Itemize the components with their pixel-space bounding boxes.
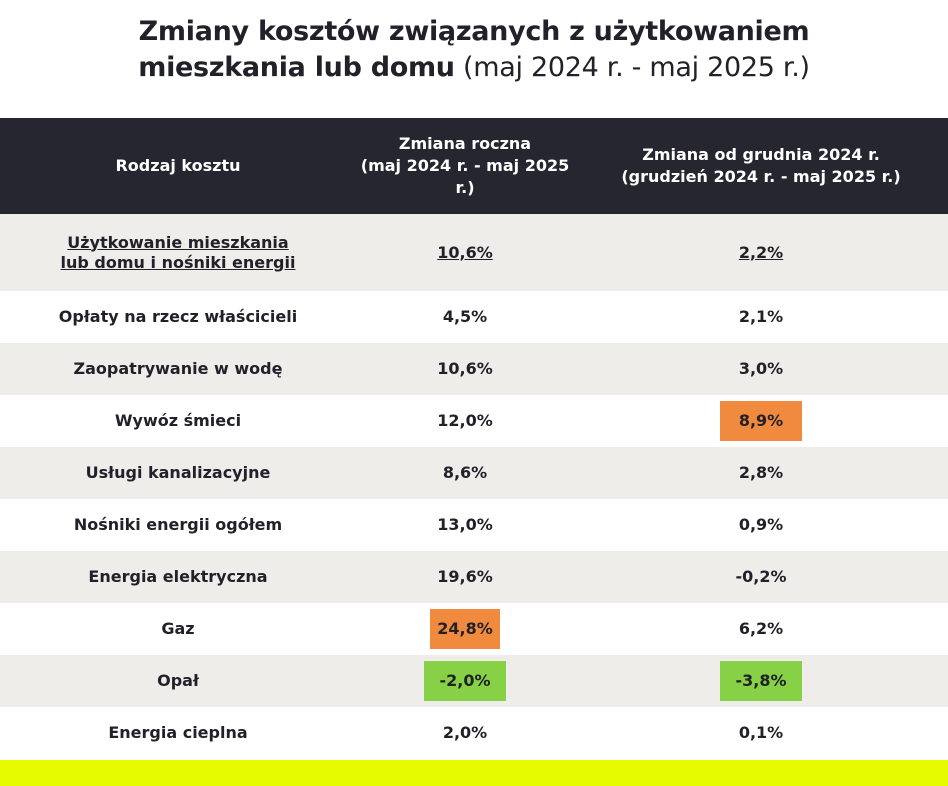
table-row: Zaopatrywanie w wodę 10,6% 3,0%: [0, 343, 948, 395]
since-december-cell: -3,8%: [574, 655, 948, 707]
since-december-cell: 6,2%: [738, 619, 784, 638]
table-row: Nośniki energii ogółem 13,0% 0,9%: [0, 499, 948, 551]
annual-change-cell: -2,0%: [356, 655, 574, 707]
cost-type-line-2: lub domu i nośniki energii: [60, 252, 296, 272]
cost-type-line-1: Użytkowanie mieszkania: [67, 232, 289, 252]
cost-type-cell: Opał: [157, 671, 199, 690]
cost-type-cell: Energia elektryczna: [88, 567, 268, 586]
cost-type-cell: Opłaty na rzecz właścicieli: [58, 307, 298, 326]
header-cost-type-label: Rodzaj kosztu: [115, 156, 241, 175]
since-december-cell: 8,9%: [574, 395, 948, 447]
header-since-december-period: (grudzień 2024 r. - maj 2025 r.): [621, 167, 901, 186]
annual-change-cell: 4,5%: [442, 307, 488, 326]
highlight-badge-green: -2,0%: [424, 661, 506, 701]
cost-type-cell: Wywóz śmieci: [114, 411, 242, 430]
since-december-cell: 2,8%: [738, 463, 784, 482]
header-annual-change-period: (maj 2024 r. - maj 2025 r.): [360, 156, 570, 197]
annual-change-cell: 24,8%: [356, 603, 574, 655]
annual-change-cell: 13,0%: [437, 515, 493, 534]
cost-type-cell: Usługi kanalizacyjne: [85, 463, 271, 482]
since-december-cell: 0,9%: [738, 515, 784, 534]
annual-change-cell: 10,6%: [437, 242, 493, 262]
cost-type-cell: Użytkowanie mieszkania lub domu i nośnik…: [0, 214, 356, 291]
table-row: Energia cieplna 2,0% 0,1%: [0, 707, 948, 759]
highlight-badge-green: -3,8%: [720, 661, 802, 701]
since-december-cell: 3,0%: [738, 359, 784, 378]
since-december-cell: -0,2%: [735, 567, 787, 586]
header-annual-change: Zmiana roczna (maj 2024 r. - maj 2025 r.…: [356, 118, 574, 214]
annual-change-cell: 10,6%: [437, 359, 493, 378]
table-header: Rodzaj kosztu Zmiana roczna (maj 2024 r.…: [0, 118, 948, 214]
cost-type-cell: Zaopatrywanie w wodę: [73, 359, 283, 378]
since-december-cell: 2,2%: [738, 242, 784, 262]
annual-change-cell: 8,6%: [442, 463, 488, 482]
accent-bar: [0, 760, 948, 786]
page-title: Zmiany kosztów związanych z użytkowaniem…: [0, 14, 948, 86]
header-since-december-label: Zmiana od grudnia 2024 r.: [642, 145, 880, 164]
cost-type-cell: Nośniki energii ogółem: [73, 515, 283, 534]
annual-change-cell: 2,0%: [442, 723, 488, 742]
cost-type-cell: Gaz: [161, 619, 195, 638]
table-row: Opłaty na rzecz właścicieli 4,5% 2,1%: [0, 291, 948, 343]
table-row: Gaz 24,8% 6,2%: [0, 603, 948, 655]
highlight-badge-orange: 8,9%: [720, 401, 802, 441]
title-line-2-bold: mieszkania lub domu: [138, 52, 455, 83]
table-row: Opał -2,0% -3,8%: [0, 655, 948, 707]
header-annual-change-label: Zmiana roczna: [398, 134, 532, 153]
highlight-badge-orange: 24,8%: [430, 609, 500, 649]
annual-change-cell: 19,6%: [437, 567, 493, 586]
title-line-1: Zmiany kosztów związanych z użytkowaniem: [138, 16, 810, 47]
title-date-range: (maj 2024 r. - maj 2025 r.): [454, 52, 810, 83]
header-cost-type: Rodzaj kosztu: [0, 118, 356, 214]
table-row: Wywóz śmieci 12,0% 8,9%: [0, 395, 948, 447]
table-row: Usługi kanalizacyjne 8,6% 2,8%: [0, 447, 948, 499]
since-december-cell: 0,1%: [738, 723, 784, 742]
since-december-cell: 2,1%: [738, 307, 784, 326]
table-row-housing-total: Użytkowanie mieszkania lub domu i nośnik…: [0, 214, 948, 291]
header-since-december-change: Zmiana od grudnia 2024 r. (grudzień 2024…: [574, 118, 948, 214]
annual-change-cell: 12,0%: [437, 411, 493, 430]
cost-type-cell: Energia cieplna: [108, 723, 248, 742]
table-row: Energia elektryczna 19,6% -0,2%: [0, 551, 948, 603]
